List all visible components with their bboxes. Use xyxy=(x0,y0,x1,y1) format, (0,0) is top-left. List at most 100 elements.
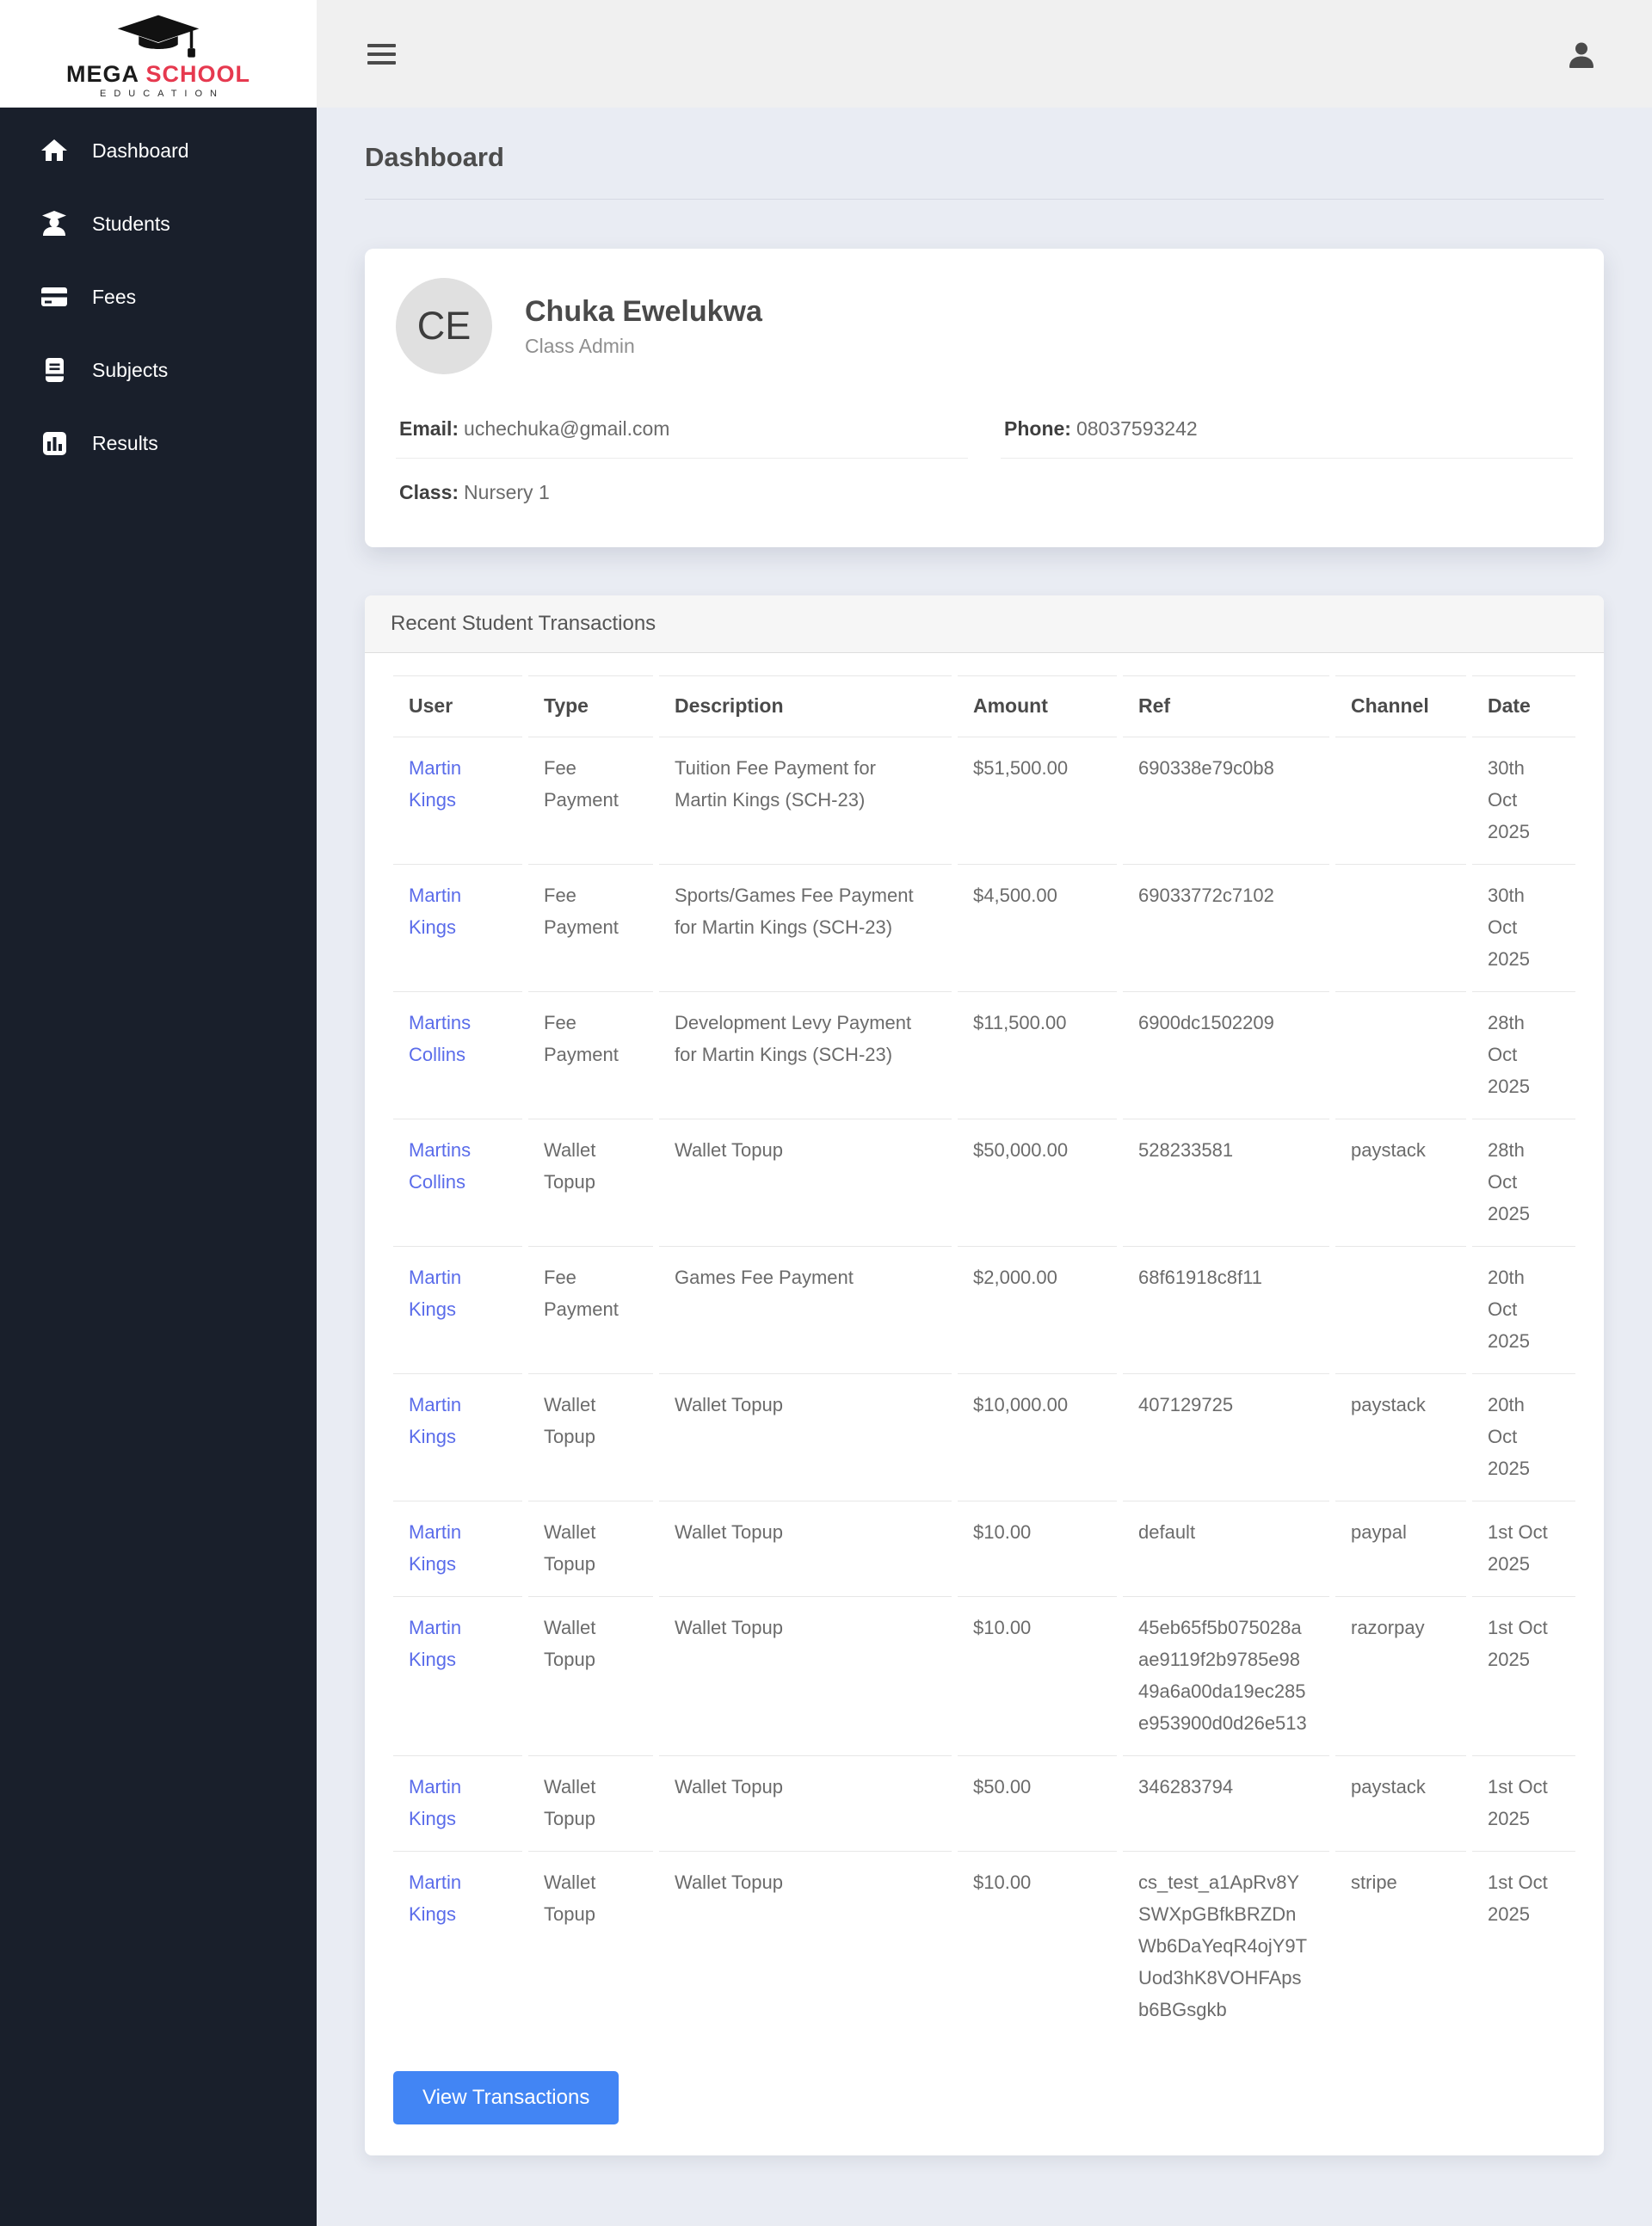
content: Dashboard CE Chuka Ewelukwa Class Admin … xyxy=(317,108,1652,2226)
sidebar-item-label: Dashboard xyxy=(92,139,189,162)
table-row: Martins Collins Fee Payment Development … xyxy=(393,991,1575,1119)
cell-ref: cs_test_a1ApRv8YSWXpGBfkBRZDnWb6DaYeqR4o… xyxy=(1123,1851,1329,2042)
sidebar-item-results[interactable]: Results xyxy=(0,422,317,464)
user-link[interactable]: Martin Kings xyxy=(409,1521,462,1575)
user-link[interactable]: Martin Kings xyxy=(409,1776,462,1829)
cell-type: Wallet Topup xyxy=(528,1851,653,2042)
profile-card: CE Chuka Ewelukwa Class Admin Email: uche… xyxy=(365,249,1604,547)
sidebar-item-subjects[interactable]: Subjects xyxy=(0,349,317,391)
transactions-table: User Type Description Amount Ref Channel… xyxy=(387,675,1581,2042)
brand-tagline: EDUCATION xyxy=(100,88,225,99)
cell-type: Wallet Topup xyxy=(528,1755,653,1851)
graduation-cap-icon xyxy=(117,15,200,58)
cell-type: Fee Payment xyxy=(528,1246,653,1373)
cell-channel xyxy=(1335,864,1466,991)
sidebar-item-students[interactable]: Students xyxy=(0,203,317,244)
cell-user: Martin Kings xyxy=(393,737,522,864)
user-link[interactable]: Martin Kings xyxy=(409,885,462,938)
page-title: Dashboard xyxy=(365,142,504,172)
sidebar-item-fees[interactable]: Fees xyxy=(0,276,317,318)
user-icon xyxy=(1569,42,1593,68)
brand-name: MEGA SCHOOL xyxy=(65,60,251,87)
cell-user: Martins Collins xyxy=(393,991,522,1119)
cell-description: Wallet Topup xyxy=(659,1596,952,1755)
user-link[interactable]: Martin Kings xyxy=(409,1871,462,1925)
table-row: Martin Kings Wallet Topup Wallet Topup $… xyxy=(393,1596,1575,1755)
cell-ref: 6900dc1502209 xyxy=(1123,991,1329,1119)
phone-label: Phone: xyxy=(1004,417,1071,440)
logo[interactable]: MEGA SCHOOL EDUCATION xyxy=(0,0,317,108)
panel-title: Recent Student Transactions xyxy=(365,595,1604,653)
profile-role: Class Admin xyxy=(525,334,635,357)
panel-body: User Type Description Amount Ref Channel… xyxy=(365,653,1604,2155)
cell-ref: 346283794 xyxy=(1123,1755,1329,1851)
sidebar-toggle-button[interactable] xyxy=(367,43,396,65)
main-area: Dashboard CE Chuka Ewelukwa Class Admin … xyxy=(317,0,1652,2226)
user-link[interactable]: Martin Kings xyxy=(409,1617,462,1670)
profile-class: Class: Nursery 1 xyxy=(396,459,968,521)
col-header-user: User xyxy=(393,675,522,737)
sidebar: MEGA SCHOOL EDUCATION Dashboard Students xyxy=(0,0,317,2226)
cell-user: Martins Collins xyxy=(393,1119,522,1246)
bar-chart-icon xyxy=(43,432,66,455)
cell-channel xyxy=(1335,991,1466,1119)
avatar: CE xyxy=(396,278,492,374)
cell-ref: 69033772c7102 xyxy=(1123,864,1329,991)
col-header-type: Type xyxy=(528,675,653,737)
cell-description: Sports/Games Fee Payment for Martin King… xyxy=(659,864,952,991)
cell-ref: 528233581 xyxy=(1123,1119,1329,1246)
sidebar-item-dashboard[interactable]: Dashboard xyxy=(0,130,317,171)
cell-type: Fee Payment xyxy=(528,737,653,864)
user-link[interactable]: Martin Kings xyxy=(409,1267,462,1320)
cell-description: Wallet Topup xyxy=(659,1851,952,2042)
cell-amount: $10.00 xyxy=(958,1596,1117,1755)
sidebar-item-label: Students xyxy=(92,212,170,235)
cell-type: Wallet Topup xyxy=(528,1501,653,1596)
table-row: Martin Kings Fee Payment Sports/Games Fe… xyxy=(393,864,1575,991)
cell-channel: paystack xyxy=(1335,1373,1466,1501)
cell-amount: $51,500.00 xyxy=(958,737,1117,864)
cell-type: Wallet Topup xyxy=(528,1596,653,1755)
cell-amount: $11,500.00 xyxy=(958,991,1117,1119)
class-label: Class: xyxy=(399,481,459,503)
cell-amount: $2,000.00 xyxy=(958,1246,1117,1373)
user-menu-button[interactable] xyxy=(1564,37,1599,71)
cell-ref: 690338e79c0b8 xyxy=(1123,737,1329,864)
cell-date: 20th Oct 2025 xyxy=(1472,1373,1575,1501)
phone-value: 08037593242 xyxy=(1076,417,1198,440)
cell-type: Wallet Topup xyxy=(528,1119,653,1246)
table-row: Martin Kings Fee Payment Tuition Fee Pay… xyxy=(393,737,1575,864)
user-link[interactable]: Martins Collins xyxy=(409,1012,472,1065)
sidebar-item-label: Results xyxy=(92,431,158,454)
cell-date: 30th Oct 2025 xyxy=(1472,737,1575,864)
cell-description: Wallet Topup xyxy=(659,1501,952,1596)
table-row: Martins Collins Wallet Topup Wallet Topu… xyxy=(393,1119,1575,1246)
book-icon xyxy=(46,358,64,382)
home-icon xyxy=(41,139,67,161)
user-link[interactable]: Martins Collins xyxy=(409,1139,472,1193)
email-value: uchechuka@gmail.com xyxy=(464,417,670,440)
cell-description: Wallet Topup xyxy=(659,1373,952,1501)
transactions-panel: Recent Student Transactions User Type De… xyxy=(365,595,1604,2155)
sidebar-item-label: Subjects xyxy=(92,358,169,381)
cell-description: Development Levy Payment for Martin King… xyxy=(659,991,952,1119)
cell-user: Martin Kings xyxy=(393,1755,522,1851)
credit-card-icon xyxy=(41,287,67,306)
user-link[interactable]: Martin Kings xyxy=(409,1394,462,1447)
view-transactions-button[interactable]: View Transactions xyxy=(393,2071,620,2124)
cell-user: Martin Kings xyxy=(393,1246,522,1373)
table-row: Martin Kings Wallet Topup Wallet Topup $… xyxy=(393,1851,1575,2042)
sidebar-item-label: Fees xyxy=(92,285,137,308)
cell-description: Tuition Fee Payment for Martin Kings (SC… xyxy=(659,737,952,864)
table-row: Martin Kings Wallet Topup Wallet Topup $… xyxy=(393,1373,1575,1501)
cell-amount: $10,000.00 xyxy=(958,1373,1117,1501)
cell-amount: $50,000.00 xyxy=(958,1119,1117,1246)
cell-description: Wallet Topup xyxy=(659,1119,952,1246)
cell-ref: default xyxy=(1123,1501,1329,1596)
cell-channel: paystack xyxy=(1335,1119,1466,1246)
col-header-ref: Ref xyxy=(1123,675,1329,737)
cell-channel: razorpay xyxy=(1335,1596,1466,1755)
cell-date: 30th Oct 2025 xyxy=(1472,864,1575,991)
cell-ref: 68f61918c8f11 xyxy=(1123,1246,1329,1373)
user-link[interactable]: Martin Kings xyxy=(409,757,462,811)
